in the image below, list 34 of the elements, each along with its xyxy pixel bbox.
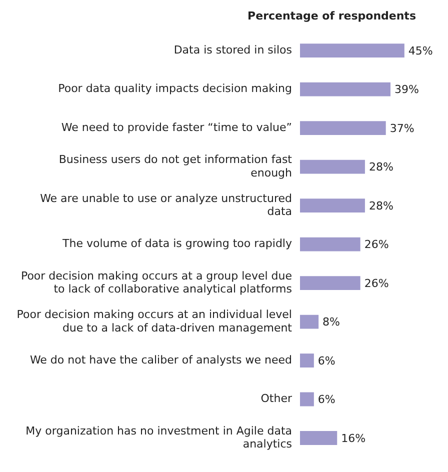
- bar: [300, 354, 314, 368]
- bar: [300, 198, 365, 213]
- y-tick-label: We are unable to use or analyze unstructured data: [40, 192, 292, 218]
- data-label: 28%: [368, 160, 394, 174]
- data-label: 28%: [368, 199, 394, 212]
- data-label: 16%: [341, 432, 366, 445]
- data-label: 45%: [408, 44, 433, 58]
- data-label: 39%: [394, 83, 419, 96]
- data-label: 37%: [390, 122, 414, 135]
- y-tick-label: Data is stored in silos: [174, 43, 292, 56]
- y-tick-label: My organization has no investment in Agile data analytics: [26, 424, 292, 450]
- data-label: 26%: [364, 238, 389, 252]
- data-label: 8%: [322, 316, 340, 329]
- bar: [300, 276, 360, 290]
- data-label: 6%: [318, 354, 336, 368]
- y-tick-label: We do not have the caliber of analysts we need: [30, 353, 292, 366]
- y-tick-label: We need to provide faster “time to value”: [61, 120, 292, 134]
- y-tick-label: Business users do not get information fast enough: [58, 153, 293, 180]
- bar: [300, 237, 360, 252]
- bar: [300, 160, 365, 174]
- chart-title: Percentage of respondents: [248, 9, 416, 22]
- y-tick-label: The volume of data is growing too rapidly: [62, 237, 292, 250]
- y-tick-label: Poor data quality impacts decision making: [58, 82, 292, 96]
- bar: [300, 121, 386, 136]
- y-tick-label: Other: [260, 392, 292, 406]
- bar: [300, 314, 319, 329]
- y-tick-label: Poor decision making occurs at a group level due to lack of collaborative analytical platforms: [20, 269, 292, 296]
- data-label: 6%: [318, 393, 336, 406]
- data-label: 26%: [364, 276, 389, 290]
- bar: [300, 82, 390, 96]
- bar: [300, 392, 314, 406]
- bar: [300, 44, 404, 58]
- y-tick-label: Poor decision making occurs at an individual level due to a lack of data-driven management: [16, 308, 293, 334]
- bar: [300, 431, 338, 445]
